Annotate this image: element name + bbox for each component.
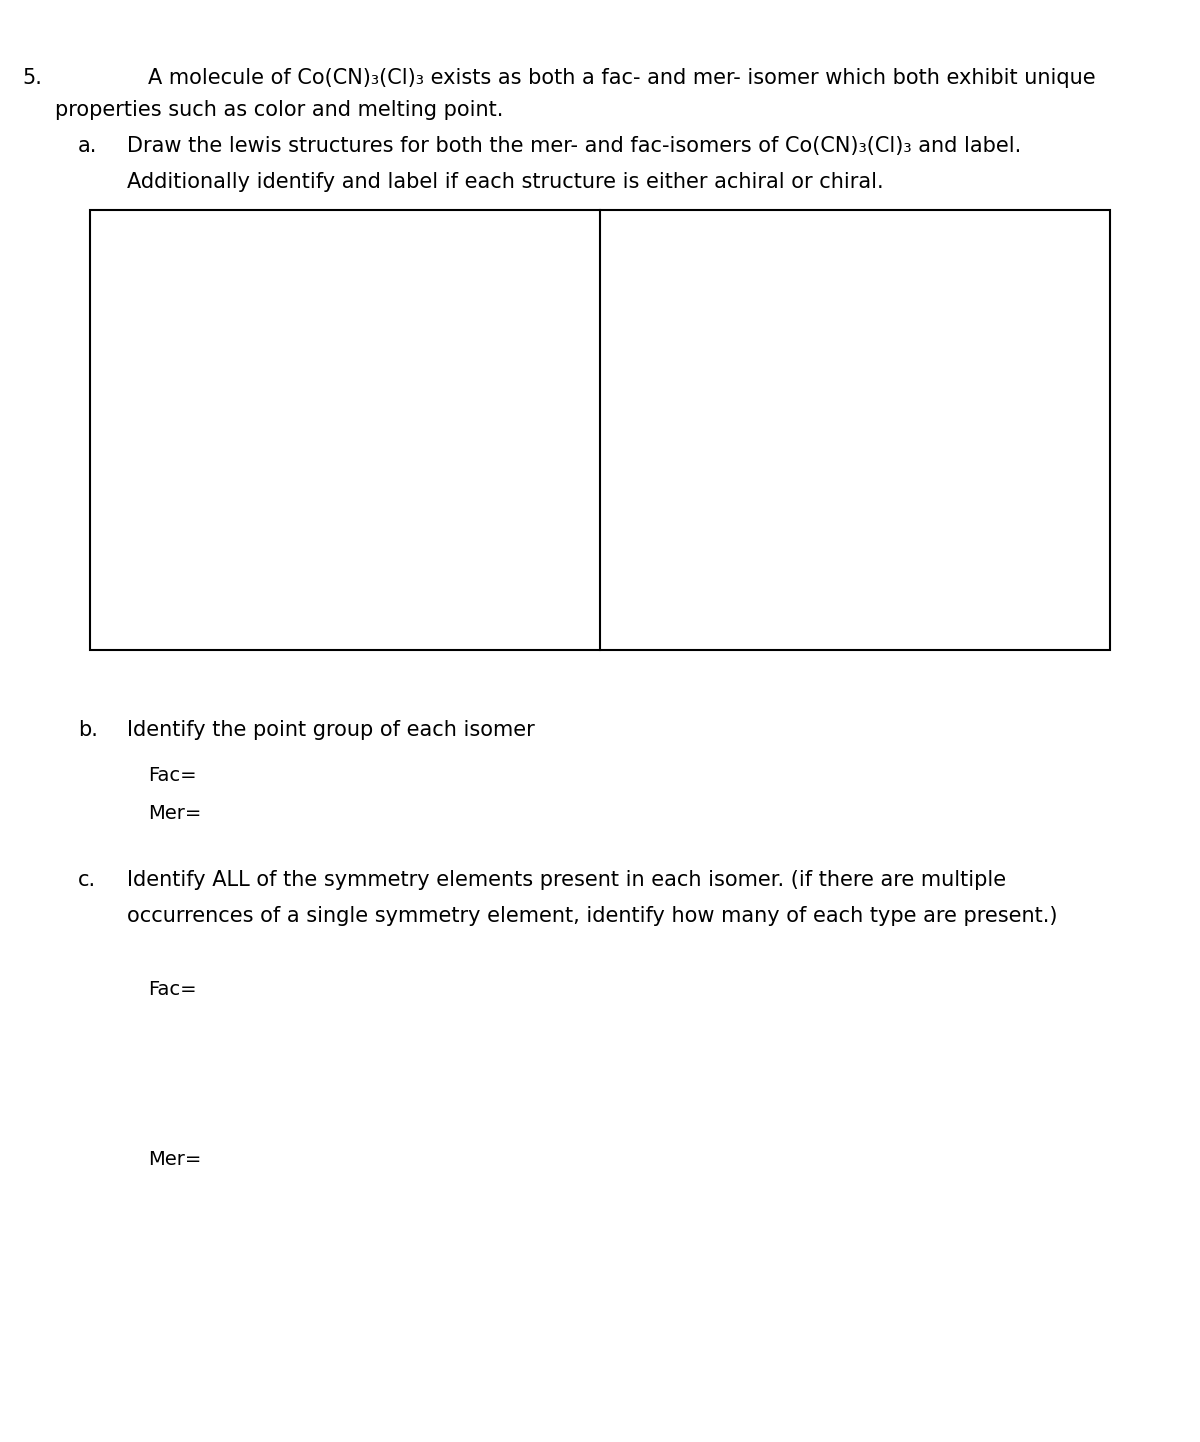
Text: A molecule of Co(CN)₃(Cl)₃ exists as both a fac- and mer- isomer which both exhi: A molecule of Co(CN)₃(Cl)₃ exists as bot… [148,68,1096,88]
Text: Mer=: Mer= [148,805,202,823]
Text: occurrences of a single symmetry element, identify how many of each type are pre: occurrences of a single symmetry element… [127,906,1057,926]
Text: Draw the lewis structures for both the mer- and fac-isomers of Co(CN)₃(Cl)₃ and : Draw the lewis structures for both the m… [127,136,1021,156]
Text: Fac=: Fac= [148,981,197,999]
Text: Identify ALL of the symmetry elements present in each isomer. (if there are mult: Identify ALL of the symmetry elements pr… [127,870,1006,890]
Text: 5.: 5. [22,68,42,88]
Text: Additionally identify and label if each structure is either achiral or chiral.: Additionally identify and label if each … [127,172,883,192]
Text: Identify the point group of each isomer: Identify the point group of each isomer [127,720,535,740]
Text: properties such as color and melting point.: properties such as color and melting poi… [55,99,503,120]
Text: Fac=: Fac= [148,766,197,784]
Text: a.: a. [78,136,97,156]
Text: Mer=: Mer= [148,1151,202,1169]
Bar [90,211,1110,650]
Text: c.: c. [78,870,96,890]
Text: b.: b. [78,720,98,740]
